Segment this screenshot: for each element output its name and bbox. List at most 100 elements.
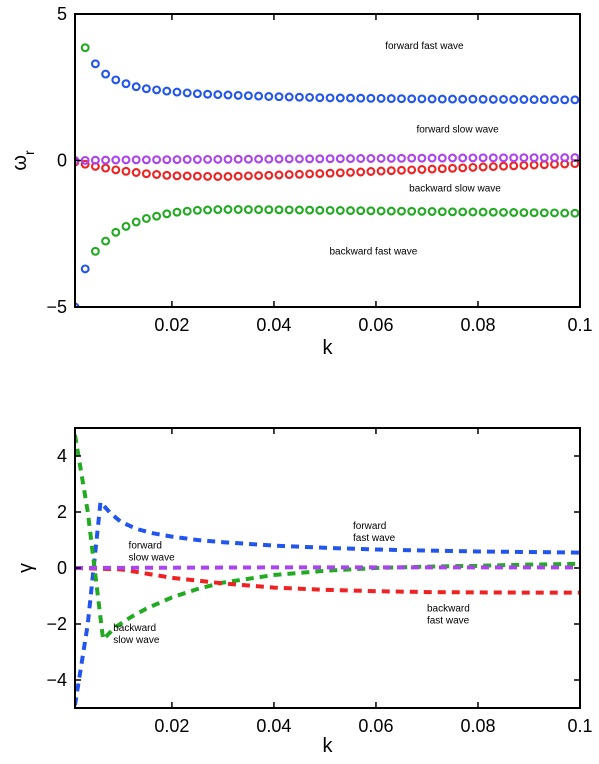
data-point [223,172,233,181]
data-point [121,79,131,89]
data-point [417,153,427,163]
y-axis-label-main: ω [9,155,31,171]
annotation: backward fast wave [427,603,470,626]
y-axis-label-main: γ [15,563,37,573]
data-point [407,153,417,163]
series-0 [75,500,580,706]
data-point [182,171,192,181]
data-point [152,155,162,165]
data-point [80,155,90,165]
data-point [376,166,386,176]
series-line [75,565,580,570]
data-point [499,94,508,104]
data-point [213,90,223,100]
data-point [274,92,284,102]
data-point [213,205,223,215]
data-point [478,94,488,104]
data-point [448,94,457,104]
data-point [131,168,141,177]
series-line [75,434,580,642]
x-tick-label: 0.04 [256,315,291,335]
annotation-line: fast wave [427,615,470,626]
data-point [560,208,570,218]
data-point [427,164,437,174]
data-point [509,161,519,171]
data-point [90,59,100,69]
data-point [488,207,498,217]
data-point [397,94,406,104]
data-point [550,153,559,163]
annotation: forward slow wave [129,540,176,563]
data-point [325,205,335,215]
data-point [274,170,284,180]
data-point [131,155,141,165]
data-point [294,169,304,179]
data-point [488,153,498,163]
data-point [366,93,376,103]
y-tick-label: −4 [46,670,67,690]
data-point [264,170,274,180]
data-point [346,206,355,216]
data-point [366,154,376,163]
x-tick-label: 0.02 [154,716,189,736]
data-point [397,206,406,216]
data-point [550,208,559,218]
annotation-line: backward fast wave [329,246,417,257]
data-point [448,163,457,173]
data-point [417,94,427,104]
y-tick-label: 0 [57,151,67,171]
data-point [203,205,213,215]
data-point [509,153,519,163]
annotation: forward slow wave [416,125,499,136]
data-point [305,154,315,164]
data-point [356,93,366,103]
data-point [172,155,182,165]
data-point [488,94,498,104]
data-point [325,154,335,164]
data-point [223,90,233,100]
data-point [182,88,192,98]
x-tick-label: 0.08 [460,315,495,335]
annotation-line: fast wave [353,533,396,544]
data-point [152,85,162,95]
data-point [509,95,519,104]
data-point [223,154,233,164]
data-point [141,84,151,94]
data-point [356,206,366,216]
data-point [243,205,253,215]
data-point [539,153,549,163]
data-point [284,154,294,164]
data-point [407,206,417,216]
data-point [233,171,243,181]
data-point [101,155,111,165]
data-point [560,95,570,105]
data-point [254,205,264,215]
y-axis-label-subscript: r [21,150,37,155]
x-axis-label: k [323,735,334,757]
data-point [519,160,529,170]
data-point [356,154,366,163]
y-tick-label: 2 [57,502,67,522]
x-tick-label: 0.06 [358,315,393,335]
data-point [111,165,121,175]
data-point [192,89,202,99]
data-point [539,208,549,218]
data-point [437,164,447,174]
x-axis-label: k [323,337,334,359]
data-point [203,171,213,181]
data-point [519,208,529,218]
data-point [274,205,284,215]
data-point [274,154,284,164]
data-point [417,165,427,174]
data-point [570,95,580,105]
data-point [254,91,264,101]
data-point [325,93,335,103]
data-point [101,163,111,173]
data-point [284,205,294,215]
data-point [315,154,325,164]
annotation-line: backward [113,623,156,634]
plot-area [75,434,580,706]
series-1 [75,434,580,642]
data-point [570,208,580,218]
annotation: backward fast wave [329,246,417,257]
